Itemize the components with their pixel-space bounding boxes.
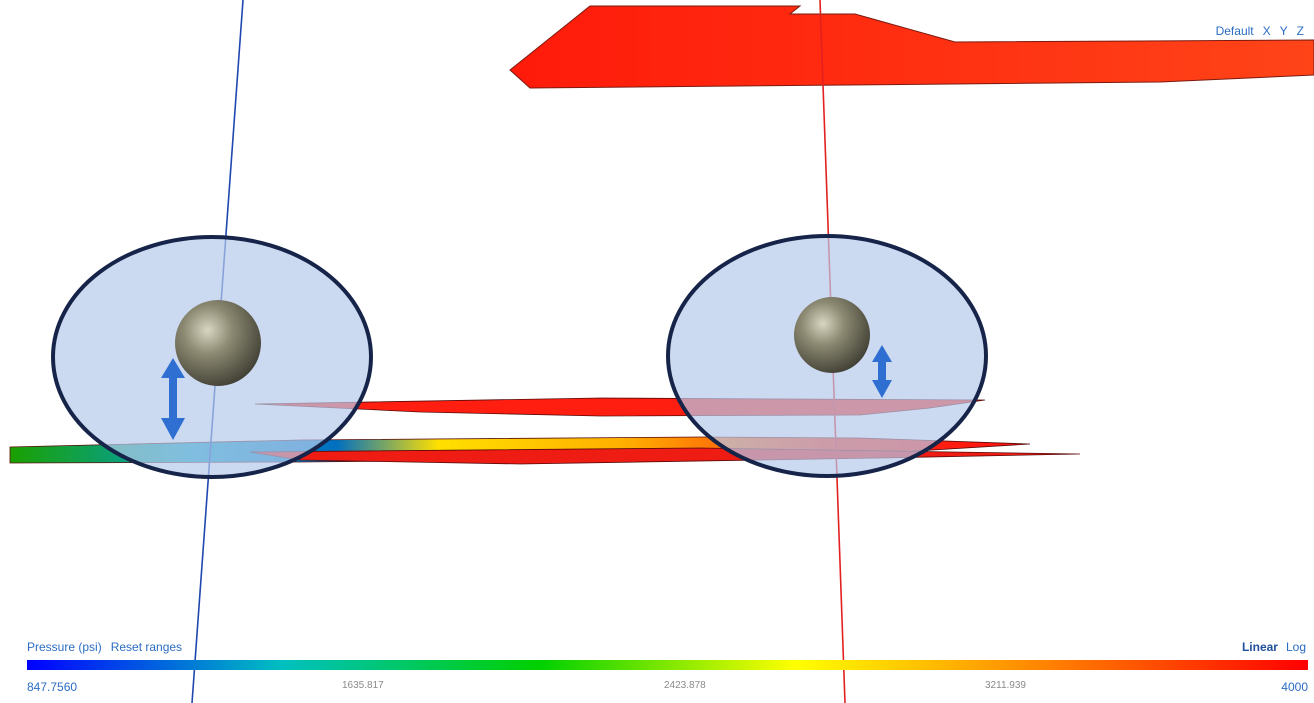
scale-log-button[interactable]: Log [1285, 640, 1306, 654]
scale-linear-button[interactable]: Linear [1241, 640, 1278, 654]
colorbar-tick-3: 3211.939 [985, 680, 1026, 691]
fracture-surface-top [509, 5, 1314, 89]
colorbar[interactable] [27, 660, 1308, 670]
view-default-button[interactable]: Default [1215, 24, 1254, 38]
reset-ranges-link[interactable]: Reset ranges [110, 640, 183, 654]
colorbar-max-value[interactable]: 4000 [1281, 680, 1308, 694]
view-controls: Default X Y Z [1216, 24, 1304, 38]
perforation-sphere-right[interactable] [794, 297, 870, 373]
double-arrow-icon-left [161, 358, 185, 440]
view-x-button[interactable]: X [1262, 24, 1271, 38]
colorbar-ticks: 847.7560 1635.817 2423.878 3211.939 4000 [27, 680, 1308, 694]
colorbar-min-value[interactable]: 847.7560 [27, 680, 78, 694]
view-y-button[interactable]: Y [1279, 24, 1288, 38]
colorbar-tick-1: 1635.817 [342, 680, 384, 691]
double-arrow-icon-right [872, 345, 892, 398]
view-z-button[interactable]: Z [1296, 24, 1304, 38]
colorbar-tick-2: 2423.878 [664, 680, 706, 691]
scale-mode-toggle: Linear Log [1242, 640, 1306, 654]
property-selector[interactable]: Pressure (psi) [27, 640, 102, 654]
legend-header: Pressure (psi) Reset ranges [27, 640, 182, 654]
perforation-sphere-left[interactable] [175, 300, 261, 386]
